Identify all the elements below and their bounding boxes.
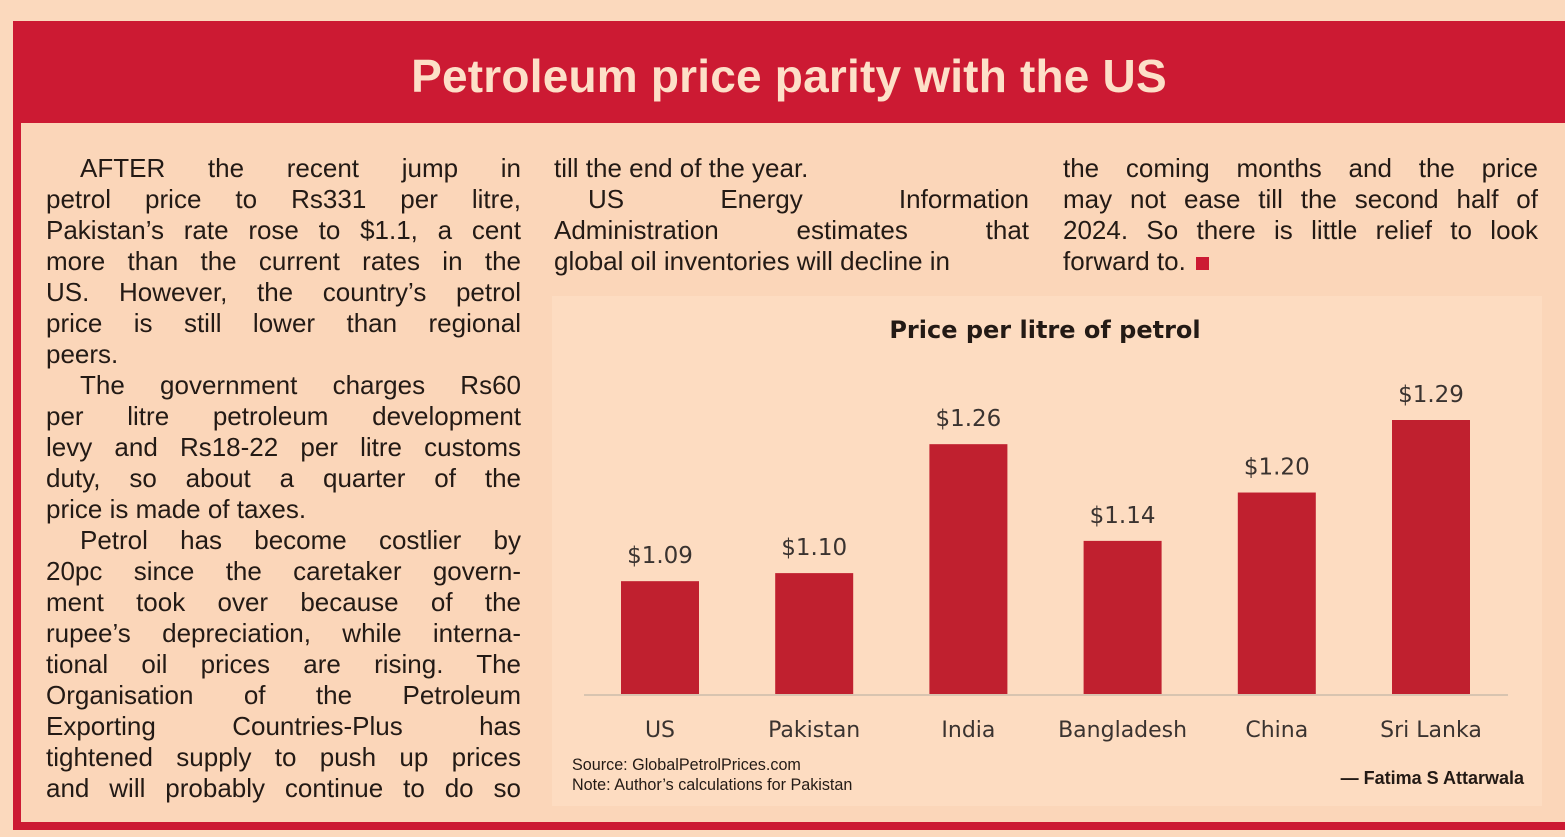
byline: — Fatima S Attarwala	[1340, 768, 1524, 788]
article-line: ment took over because of the	[46, 587, 521, 617]
article-line: 20pc since the caretaker govern-	[46, 556, 521, 586]
article-line: price is made of taxes.	[46, 494, 307, 524]
article-column-3: the coming months and the price may not e…	[1063, 153, 1538, 277]
article-line: Pakistan’s rate rose to $1.1, a cent	[46, 215, 521, 245]
article-line: petrol price to Rs331 per litre,	[46, 184, 521, 214]
article-column-2: till the end of the year. US Energy Infor…	[554, 153, 1029, 277]
bar-india	[929, 444, 1008, 694]
article-line: US Energy Information	[588, 184, 1029, 214]
page-title: Petroleum price parity with the US	[411, 49, 1167, 102]
bar-bangladesh	[1083, 540, 1162, 694]
header-band: Petroleum price parity with the US	[13, 21, 1565, 122]
source-text: Source: GlobalPetrolPrices.com	[572, 755, 801, 774]
article-line: per litre petroleum development	[46, 401, 521, 431]
article-line: US. However, the country’s petrol	[46, 277, 521, 307]
article-line: AFTER the recent jump in	[80, 153, 521, 183]
category-label: Sri Lanka	[1380, 718, 1482, 743]
article-line: more than the current rates in the	[46, 246, 521, 276]
article-line: and will probably continue to do so	[46, 773, 521, 803]
data-label: $1.26	[935, 406, 1001, 432]
end-mark-icon	[1195, 256, 1209, 270]
category-label: Pakistan	[768, 718, 860, 743]
bar-sri-lanka	[1392, 420, 1470, 694]
note-text: Note: Author’s calculations for Pakistan	[572, 775, 853, 794]
article-line: forward to.	[1063, 246, 1538, 277]
article-line: 2024. So there is little relief to look	[1063, 215, 1538, 245]
article-column-1: AFTER the recent jump in petrol price to …	[46, 153, 521, 804]
data-label: $1.20	[1244, 455, 1310, 481]
article-line: rupee’s depreciation, while interna-	[46, 618, 521, 648]
article-line: Petrol has become costlier by	[80, 525, 521, 555]
chart-source: Source: GlobalPetrolPrices.com Note: Aut…	[572, 755, 852, 795]
article-line: tional oil prices are rising. The	[46, 649, 521, 679]
bar-pakistan	[775, 573, 854, 694]
article-line: Exporting Countries-Plus has	[46, 711, 521, 741]
article-line: Administration estimates that	[554, 215, 1029, 245]
article-line: The government charges Rs60	[80, 370, 521, 400]
category-label: Bangladesh	[1058, 718, 1187, 743]
chart-title: Price per litre of petrol	[889, 316, 1200, 344]
article-line: levy and Rs18-22 per litre customs	[46, 432, 521, 462]
category-label: US	[645, 718, 675, 743]
article-line: Organisation of the Petroleum	[46, 680, 521, 710]
category-label: India	[941, 718, 995, 743]
article-line: global oil inventories will decline in	[554, 246, 950, 276]
data-label: $1.14	[1090, 503, 1156, 529]
article-line: tightened supply to push up prices	[46, 742, 521, 772]
article-line: may not ease till the second half of	[1063, 184, 1538, 214]
category-label: China	[1245, 718, 1308, 743]
chart-area	[552, 296, 1542, 806]
article-line: duty, so about a quarter of the	[46, 463, 521, 493]
article-line: the coming months and the price	[1063, 153, 1538, 183]
data-label: $1.09	[627, 543, 693, 569]
article-line: peers.	[46, 339, 119, 369]
data-label: $1.10	[781, 535, 847, 561]
bar-china	[1237, 492, 1316, 694]
bar-us	[621, 581, 699, 694]
article-line: price is still lower than regional	[46, 308, 521, 338]
data-label: $1.29	[1398, 382, 1464, 408]
article-line: till the end of the year.	[554, 153, 809, 183]
